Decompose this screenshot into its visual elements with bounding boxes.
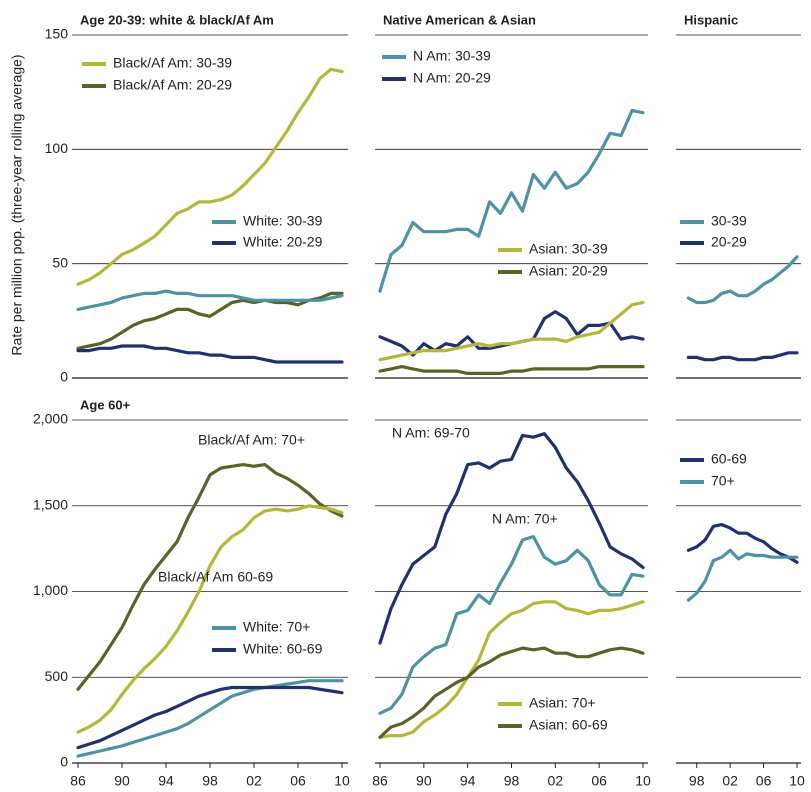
legend-label: Black/Af Am 60-69 (158, 569, 273, 585)
series-line (686, 548, 799, 602)
legend-label: Black/Af Am: 30-39 (113, 55, 232, 71)
series-line (378, 365, 645, 375)
series-line (378, 108, 645, 293)
panel-title: Age 20-39: white & black/Af Am (80, 12, 274, 27)
legend-label: N Am: 30-39 (413, 48, 491, 64)
y-tick-label: 0 (60, 754, 68, 770)
panel-title: Age 60+ (80, 397, 131, 412)
series-line (378, 535, 645, 715)
y-tick-label: 1,500 (33, 496, 68, 512)
y-tick-label: 2,000 (33, 411, 68, 427)
legend-label: White: 70+ (243, 619, 310, 635)
panel-title: Hispanic (684, 12, 738, 27)
x-tick-label: 94 (460, 773, 476, 789)
panel-title: Native American & Asian (383, 12, 536, 27)
x-tick-label: 94 (158, 773, 174, 789)
y-tick-label: 500 (45, 668, 69, 684)
legend-label: 60-69 (711, 451, 747, 467)
x-tick-label: 06 (290, 773, 306, 789)
series-line (76, 504, 344, 734)
x-tick-label: 06 (756, 773, 772, 789)
x-tick-label: 10 (334, 773, 350, 789)
x-tick-label: 10 (789, 773, 805, 789)
y-tick-label: 100 (45, 140, 69, 156)
series-line (378, 310, 645, 357)
series-line (76, 679, 344, 758)
legend-label: 30-39 (711, 213, 747, 229)
x-tick-label: 90 (114, 773, 130, 789)
series-line (76, 463, 344, 691)
series-line (76, 67, 344, 286)
series-line (76, 685, 344, 750)
legend-label: Black/Af Am: 70+ (198, 432, 305, 448)
x-tick-label: 98 (689, 773, 705, 789)
x-tick-label: 86 (70, 773, 86, 789)
series-line (378, 300, 645, 362)
x-tick-label: 98 (202, 773, 218, 789)
series-line (378, 600, 645, 739)
x-tick-label: 86 (372, 773, 388, 789)
legend-label: White: 60-69 (243, 641, 323, 657)
legend-label: White: 30-39 (243, 213, 323, 229)
legend-label: N Am: 70+ (492, 511, 558, 527)
legend-label: 20-29 (711, 234, 747, 250)
x-tick-label: 02 (246, 773, 262, 789)
series-line (378, 432, 645, 645)
series-line (378, 646, 645, 739)
legend-label: 70+ (711, 473, 735, 489)
y-tick-label: 0 (60, 369, 68, 385)
series-line (76, 289, 344, 311)
legend-label: Asian: 60-69 (529, 717, 608, 733)
series-line (686, 351, 799, 362)
legend-label: Black/Af Am: 20-29 (113, 77, 232, 93)
series-line (686, 255, 799, 305)
x-tick-label: 02 (548, 773, 564, 789)
series-line (76, 344, 344, 364)
legend-label: White: 20-29 (243, 234, 323, 250)
legend-label: Asian: 70+ (529, 695, 596, 711)
x-tick-label: 98 (504, 773, 520, 789)
series-line (686, 523, 799, 564)
x-tick-label: 06 (591, 773, 607, 789)
y-tick-label: 150 (45, 26, 69, 42)
x-tick-label: 10 (635, 773, 651, 789)
legend-label: Asian: 30-39 (529, 241, 608, 257)
legend-label: N Am: 69-70 (392, 425, 470, 441)
y-tick-label: 1,000 (33, 582, 68, 598)
x-tick-label: 90 (416, 773, 432, 789)
x-tick-label: 02 (722, 773, 738, 789)
legend-label: Asian: 20-29 (529, 263, 608, 279)
legend-label: N Am: 20-29 (413, 70, 491, 86)
y-tick-label: 50 (52, 254, 68, 270)
series-line (76, 291, 344, 350)
y-axis-label: Rate per million pop. (three-year rollin… (9, 54, 25, 355)
